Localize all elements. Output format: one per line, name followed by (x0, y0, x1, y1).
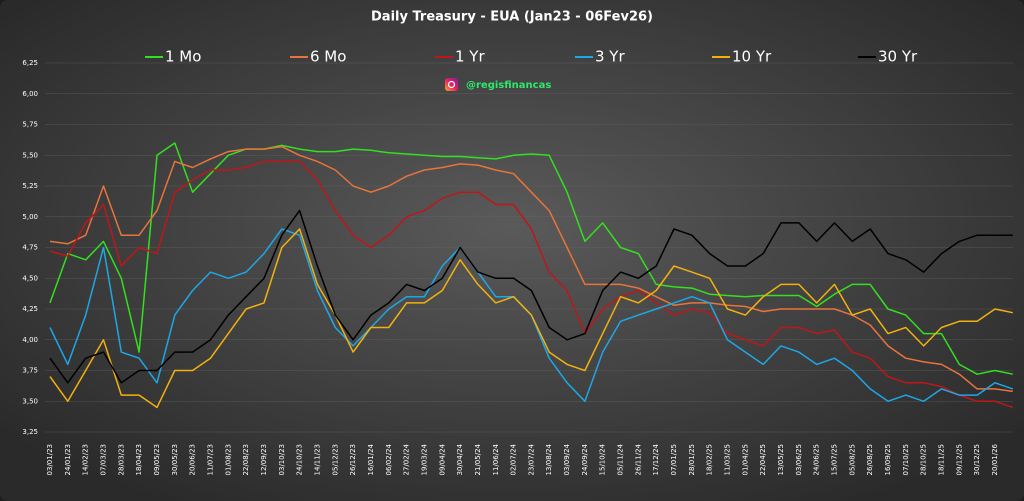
x-tick-label: 20/06/23 (189, 444, 197, 475)
x-tick-label: 28/03/23 (117, 444, 125, 475)
legend-label: 30 Yr (878, 48, 918, 66)
x-tick-label: 30/04/24 (456, 443, 464, 475)
legend-label: 3 Yr (595, 48, 625, 66)
x-tick-label: 18/11/25 (938, 444, 946, 475)
x-tick-label: 07/10/25 (902, 444, 910, 475)
x-tick-label: 12/09/23 (260, 444, 268, 475)
x-tick-label: 14/11/23 (313, 444, 321, 475)
y-tick-label: 6,00 (22, 90, 38, 98)
x-tick-label: 11/07/23 (206, 444, 214, 475)
x-tick-label: 19/03/24 (420, 443, 428, 475)
x-tick-label: 28/10/25 (920, 444, 928, 475)
x-tick-label: 30/05/23 (171, 444, 179, 475)
x-tick-label: 11/06/24 (492, 443, 500, 475)
x-tick-label: 07/01/25 (670, 444, 678, 475)
x-tick-label: 02/07/24 (510, 443, 518, 475)
x-tick-label: 05/12/23 (331, 444, 339, 475)
series-line (49, 160, 1014, 409)
x-tick-label: 27/02/24 (403, 443, 411, 475)
x-tick-label: 13/08/24 (545, 443, 553, 475)
x-tick-label: 15/10/24 (599, 443, 607, 475)
x-tick-label: 24/10/23 (296, 444, 304, 475)
x-tick-label: 23/07/24 (527, 443, 535, 475)
x-tick-label: 20/01/26 (991, 443, 999, 475)
x-tick-label: 26/11/24 (634, 443, 642, 475)
legend-label: 1 Mo (165, 48, 201, 66)
series-line (49, 228, 1013, 409)
x-tick-label: 21/05/24 (474, 443, 482, 475)
y-tick-label: 4,50 (22, 274, 38, 282)
y-tick-label: 3,25 (22, 428, 38, 436)
x-tick-label: 16/01/24 (367, 443, 375, 475)
x-tick-label: 28/01/25 (688, 444, 696, 475)
x-tick-label: 03/10/23 (278, 444, 286, 475)
x-tick-label: 13/05/25 (777, 444, 785, 475)
legend-label: 1 Yr (455, 48, 485, 66)
y-tick-label: 6,25 (22, 59, 38, 67)
x-tick-label: 24/09/24 (581, 443, 589, 475)
x-tick-label: 26/08/25 (866, 444, 874, 475)
y-tick-label: 4,00 (22, 336, 38, 344)
x-tick-label: 03/01/23 (46, 444, 54, 475)
legend-label: 6 Mo (310, 48, 346, 66)
x-tick-label: 09/12/25 (955, 444, 963, 475)
x-tick-label: 18/02/25 (706, 444, 714, 475)
x-tick-label: 01/04/25 (741, 444, 749, 475)
x-tick-label: 17/12/24 (652, 443, 660, 475)
y-tick-label: 5,25 (22, 182, 38, 190)
x-tick-label: 03/09/24 (563, 443, 571, 475)
x-tick-label: 09/05/23 (153, 444, 161, 475)
instagram-icon-lens (447, 80, 456, 89)
x-tick-label: 06/02/24 (385, 443, 393, 475)
x-tick-label: 16/09/25 (884, 444, 892, 475)
x-tick-label: 30/12/25 (973, 444, 981, 475)
series-line (49, 142, 1013, 375)
x-tick-label: 18/04/23 (135, 444, 143, 475)
x-tick-label: 05/11/24 (617, 443, 625, 475)
y-tick-label: 3,75 (22, 367, 38, 375)
legend-label: 10 Yr (732, 48, 772, 66)
y-tick-label: 5,50 (22, 151, 38, 159)
x-tick-label: 24/06/25 (813, 444, 821, 475)
y-tick-label: 3,50 (22, 397, 38, 405)
x-tick-label: 24/01/23 (64, 444, 72, 475)
x-tick-label: 26/12/23 (349, 444, 357, 475)
series-line (49, 209, 1013, 384)
x-tick-label: 05/08/25 (848, 444, 856, 475)
annotation: @regisfinancas (466, 80, 551, 91)
x-tick-label: 03/06/25 (795, 444, 803, 475)
x-tick-label: 22/04/25 (759, 444, 767, 475)
y-tick-label: 5,00 (22, 213, 38, 221)
x-tick-label: 14/02/23 (82, 444, 90, 475)
x-tick-label: 01/08/23 (224, 444, 232, 475)
y-tick-label: 5,75 (22, 121, 38, 129)
y-tick-label: 4,25 (22, 305, 38, 313)
chart-title: Daily Treasury - EUA (Jan23 - 06Fev26) (371, 10, 653, 25)
x-tick-label: 22/08/23 (242, 444, 250, 475)
x-tick-label: 09/04/24 (438, 443, 446, 475)
y-tick-label: 4,75 (22, 244, 38, 252)
instagram-icon (445, 78, 458, 91)
x-tick-label: 15/07/25 (831, 444, 839, 475)
x-tick-label: 07/03/23 (99, 444, 107, 475)
x-tick-label: 11/03/25 (724, 444, 732, 475)
